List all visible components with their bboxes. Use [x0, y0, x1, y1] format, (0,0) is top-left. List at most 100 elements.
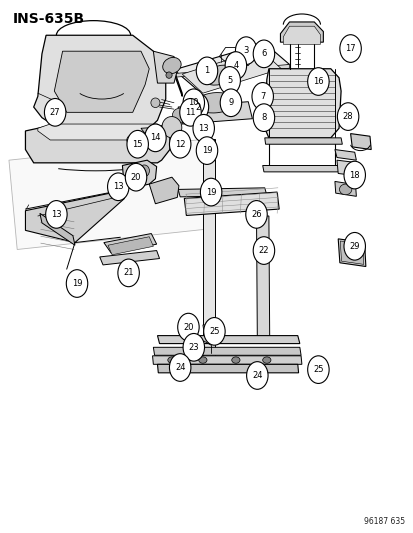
Polygon shape [173, 43, 289, 91]
Circle shape [177, 313, 199, 341]
Text: 19: 19 [71, 279, 82, 288]
Text: 17: 17 [344, 44, 355, 53]
Text: 9: 9 [228, 98, 233, 107]
Polygon shape [141, 127, 161, 135]
Text: 21: 21 [123, 269, 133, 277]
Polygon shape [152, 356, 301, 365]
Circle shape [253, 40, 274, 68]
Circle shape [200, 178, 221, 206]
Circle shape [252, 83, 273, 110]
Text: 25: 25 [209, 327, 219, 336]
Ellipse shape [161, 117, 181, 138]
Text: 27: 27 [50, 108, 60, 117]
Circle shape [246, 362, 268, 389]
Polygon shape [38, 124, 165, 140]
Polygon shape [178, 188, 266, 197]
Circle shape [66, 270, 88, 297]
Polygon shape [282, 26, 320, 44]
Text: 8: 8 [261, 113, 266, 122]
Ellipse shape [150, 98, 159, 108]
Ellipse shape [206, 327, 214, 334]
Text: 28: 28 [342, 112, 353, 121]
Text: 7: 7 [259, 92, 265, 101]
Ellipse shape [231, 357, 240, 364]
Polygon shape [100, 251, 159, 265]
Text: 2: 2 [195, 102, 200, 111]
Ellipse shape [262, 357, 270, 364]
Circle shape [339, 35, 361, 62]
Ellipse shape [339, 184, 351, 195]
Circle shape [187, 93, 208, 121]
Polygon shape [178, 102, 252, 124]
Polygon shape [182, 50, 280, 93]
Circle shape [220, 89, 241, 117]
Text: 12: 12 [175, 140, 185, 149]
Ellipse shape [172, 108, 188, 123]
Ellipse shape [126, 135, 137, 145]
Circle shape [169, 131, 190, 158]
Ellipse shape [166, 72, 172, 78]
Polygon shape [157, 365, 298, 373]
Polygon shape [38, 123, 165, 136]
Text: 25: 25 [312, 365, 323, 374]
Circle shape [183, 89, 204, 117]
Polygon shape [153, 51, 178, 83]
Text: 26: 26 [251, 210, 261, 219]
Ellipse shape [126, 167, 143, 183]
Text: 3: 3 [243, 46, 248, 55]
Ellipse shape [167, 357, 176, 364]
Ellipse shape [194, 93, 235, 113]
Polygon shape [264, 69, 340, 138]
Polygon shape [108, 237, 153, 255]
Text: 14: 14 [150, 133, 160, 142]
Text: 19: 19 [205, 188, 216, 197]
Circle shape [183, 334, 204, 361]
Text: 16: 16 [312, 77, 323, 86]
Circle shape [44, 99, 66, 126]
Text: 13: 13 [113, 182, 123, 191]
Circle shape [127, 131, 148, 158]
Circle shape [45, 200, 67, 228]
Circle shape [307, 68, 328, 95]
Circle shape [235, 37, 256, 64]
Text: 10: 10 [188, 98, 199, 107]
Circle shape [218, 67, 240, 94]
Polygon shape [54, 51, 149, 112]
Polygon shape [264, 138, 342, 144]
Polygon shape [33, 35, 165, 128]
Text: 20: 20 [131, 173, 141, 182]
Polygon shape [202, 325, 218, 333]
Polygon shape [336, 160, 359, 176]
Circle shape [203, 318, 225, 345]
Ellipse shape [198, 357, 206, 364]
Polygon shape [339, 241, 363, 264]
Circle shape [343, 232, 365, 260]
Text: 1: 1 [204, 67, 209, 75]
Text: 24: 24 [175, 363, 185, 372]
Text: 29: 29 [349, 242, 359, 251]
Circle shape [196, 57, 217, 85]
Circle shape [192, 115, 214, 142]
Polygon shape [149, 177, 178, 204]
Polygon shape [337, 239, 365, 266]
Polygon shape [157, 336, 299, 344]
Text: 11: 11 [185, 108, 195, 117]
Text: 23: 23 [188, 343, 199, 352]
Polygon shape [40, 213, 75, 245]
Text: 20: 20 [183, 322, 193, 332]
Ellipse shape [204, 65, 234, 85]
Text: 6: 6 [261, 50, 266, 58]
Polygon shape [9, 139, 215, 249]
Circle shape [125, 164, 146, 191]
Circle shape [118, 259, 139, 287]
Circle shape [145, 124, 166, 152]
Circle shape [337, 103, 358, 131]
Text: INS-635B: INS-635B [13, 12, 85, 27]
Text: 5: 5 [226, 76, 232, 85]
Circle shape [107, 173, 129, 200]
Polygon shape [173, 70, 182, 96]
Polygon shape [25, 191, 124, 243]
Text: 13: 13 [51, 210, 62, 219]
Text: 18: 18 [349, 171, 359, 180]
Polygon shape [350, 134, 370, 150]
